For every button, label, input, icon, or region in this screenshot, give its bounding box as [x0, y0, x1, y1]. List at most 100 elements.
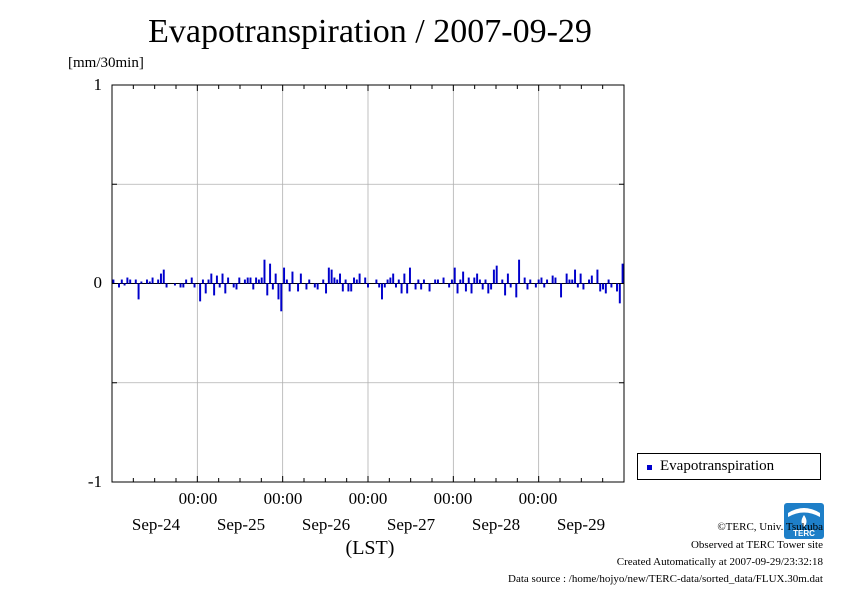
- bar: [534, 283, 537, 288]
- bar: [297, 283, 300, 292]
- bar: [190, 277, 193, 284]
- bar: [408, 267, 411, 284]
- bar: [215, 275, 218, 284]
- bar: [400, 283, 403, 294]
- bar: [327, 267, 330, 284]
- bar: [442, 277, 445, 284]
- bar: [243, 279, 246, 284]
- bar: [283, 267, 286, 284]
- bar: [450, 279, 453, 284]
- bar: [199, 283, 202, 302]
- bar: [134, 279, 137, 284]
- bar: [185, 279, 188, 284]
- bar: [347, 283, 350, 292]
- bar: [599, 283, 602, 292]
- bar: [353, 277, 355, 284]
- bar: [364, 277, 367, 284]
- bar: [140, 281, 143, 284]
- bar: [453, 267, 456, 284]
- bar: [330, 269, 333, 284]
- bar: [232, 283, 235, 288]
- bar: [487, 283, 490, 294]
- bar: [193, 283, 196, 288]
- bar: [397, 279, 400, 284]
- bar: [386, 279, 389, 284]
- bar: [381, 283, 383, 300]
- bar: [367, 283, 369, 288]
- bar: [523, 277, 526, 284]
- bar: [467, 277, 470, 284]
- bar: [277, 283, 280, 300]
- bar: [227, 277, 230, 284]
- bar: [151, 277, 154, 284]
- bar: [596, 269, 599, 284]
- x-tick-date-4: Sep-27: [386, 515, 436, 534]
- bar: [145, 279, 148, 284]
- bar: [355, 279, 358, 284]
- bar: [529, 279, 532, 284]
- x-tick-date-6: Sep-29: [556, 515, 606, 534]
- bar: [574, 269, 577, 284]
- bar: [492, 269, 495, 284]
- bar: [378, 283, 381, 288]
- bar: [336, 279, 339, 284]
- bar: [182, 283, 185, 288]
- bar: [579, 273, 582, 284]
- x-tick-date-1: Sep-24: [131, 515, 181, 534]
- x-tick-date-3: Sep-26: [301, 515, 351, 534]
- bar: [406, 283, 409, 294]
- bar: [481, 283, 484, 290]
- footer-data-source: Data source : /home/hojyo/new/TERC-data/…: [508, 573, 823, 585]
- bar: [506, 273, 509, 284]
- legend-swatch: [647, 465, 652, 470]
- bar: [554, 277, 557, 284]
- x-tick-time-3: 00:00: [348, 489, 388, 508]
- bar: [165, 283, 168, 288]
- legend: Evapotranspiration: [637, 453, 821, 480]
- bar: [504, 283, 507, 296]
- bar: [590, 275, 593, 284]
- bar: [201, 279, 204, 284]
- bar: [305, 283, 308, 290]
- bar: [266, 283, 269, 296]
- x-tick-time-5: 00:00: [518, 489, 558, 508]
- y-axis-unit-label: [mm/30min]: [68, 55, 144, 71]
- bar: [255, 277, 258, 284]
- bar: [501, 279, 504, 284]
- bar: [448, 283, 451, 288]
- bar: [148, 281, 151, 284]
- bar: [546, 279, 549, 284]
- bar: [322, 279, 325, 284]
- bar: [249, 277, 252, 284]
- bar: [285, 279, 288, 284]
- bar: [238, 277, 241, 284]
- bar: [518, 259, 521, 284]
- x-tick-time-1: 00:00: [178, 489, 218, 508]
- bar: [436, 279, 439, 284]
- bar: [120, 279, 123, 284]
- bar: [495, 265, 498, 284]
- chart-title: Evapotranspiration / 2007-09-29: [148, 13, 592, 50]
- bar: [551, 275, 554, 284]
- bar: [263, 259, 266, 284]
- bar: [473, 277, 476, 284]
- x-tick-time-4: 00:00: [433, 489, 473, 508]
- bar: [420, 283, 423, 290]
- bar: [476, 273, 479, 284]
- bar: [414, 283, 417, 290]
- bar: [260, 277, 263, 284]
- bar: [602, 283, 604, 290]
- legend-label: Evapotranspiration: [660, 458, 775, 474]
- bar: [459, 279, 462, 284]
- bar: [576, 283, 579, 288]
- bar: [616, 283, 618, 292]
- bar: [392, 273, 395, 284]
- bar: [571, 279, 574, 284]
- bar: [288, 283, 291, 292]
- bar: [537, 279, 540, 284]
- bar: [341, 283, 344, 292]
- bar: [274, 273, 277, 284]
- bar: [607, 279, 610, 284]
- bar: [333, 277, 336, 284]
- bar: [428, 283, 431, 292]
